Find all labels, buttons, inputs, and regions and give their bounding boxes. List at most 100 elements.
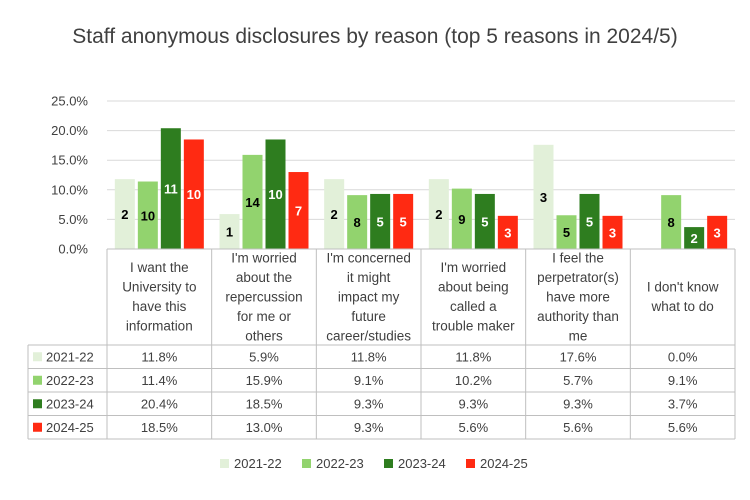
data-label: 5 (481, 214, 488, 229)
bar (288, 172, 309, 249)
row-series-name: 2024-25 (46, 420, 94, 435)
bar (556, 215, 577, 249)
legend-key (33, 422, 42, 432)
table-cell: 18.5% (246, 396, 283, 411)
data-label: 3 (504, 225, 511, 240)
legend-swatch (466, 459, 475, 468)
table-cell: 20.4% (141, 396, 178, 411)
table-cell: 9.3% (354, 420, 384, 435)
category-label: I'm worried about the repercussion for me o… (225, 250, 302, 343)
data-label: 9 (458, 212, 465, 227)
bar (661, 195, 682, 249)
data-label: 3 (714, 225, 721, 240)
table-cell: 5.9% (249, 349, 279, 364)
legend-swatch (302, 459, 311, 468)
bar (497, 215, 518, 249)
bar (219, 214, 240, 249)
table-cell: 9.3% (563, 396, 593, 411)
bar (137, 181, 158, 249)
table-cell: 15.9% (246, 373, 283, 388)
bar (474, 193, 495, 249)
y-axis: 0.0% 5.0% 10.0% 15.0% 20.0% 25.0% (51, 94, 88, 257)
table-cell: 11.8% (351, 349, 387, 364)
bar (707, 215, 728, 249)
data-label: 10 (187, 187, 201, 202)
data-label: 7 (295, 204, 302, 219)
table-cell: 11.8% (455, 349, 491, 364)
table-cell: 5.6% (459, 420, 489, 435)
data-label: 5 (400, 214, 407, 229)
data-label: 2 (121, 207, 128, 222)
row-series-name: 2021-22 (46, 349, 94, 364)
table-cell: 0.0% (668, 349, 698, 364)
data-label: 1 (226, 225, 233, 240)
y-tick-label: 20.0% (51, 123, 88, 138)
table-cell: 13.0% (246, 420, 283, 435)
category-label: I don't know what to do (647, 280, 719, 315)
data-label: 10 (268, 187, 282, 202)
data-label: 5 (377, 214, 384, 229)
data-label: 8 (668, 215, 675, 230)
bar (242, 154, 263, 249)
category-label: I'm concerned it might impact my future care… (326, 250, 411, 343)
data-label: 5 (586, 214, 593, 229)
data-label: 2 (435, 207, 442, 222)
data-label: 5 (563, 225, 570, 240)
legend-label: 2023-24 (398, 456, 446, 471)
y-tick-label: 15.0% (51, 153, 88, 168)
legend-key (33, 352, 42, 362)
data-label: 3 (609, 225, 616, 240)
bar (579, 193, 600, 249)
table-cell: 9.3% (459, 396, 489, 411)
legend-label: 2024-25 (480, 456, 528, 471)
data-label: 3 (540, 190, 547, 205)
bar (451, 188, 472, 249)
data-label: 10 (141, 208, 155, 223)
data-label: 14 (245, 195, 260, 210)
bar (393, 193, 414, 249)
data-table: I want the University to have this informat… (27, 248, 736, 440)
y-tick-label: 25.0% (51, 94, 88, 109)
data-label: 2 (691, 231, 698, 246)
bar (602, 215, 623, 249)
bar (370, 193, 391, 249)
legend-label: 2021-22 (234, 456, 282, 471)
data-label: 2 (331, 207, 338, 222)
row-series-name: 2023-24 (46, 396, 94, 411)
category-label: I'm worried about being called a trouble ma… (432, 260, 515, 334)
table-cell: 11.4% (141, 373, 177, 388)
table-cell: 9.1% (354, 373, 384, 388)
data-labels: 2 1 2 2 3 10 14 8 9 5 8 11 10 5 5 5 2 10 7 5 3 3 3 (121, 182, 721, 246)
table-cell: 5.6% (668, 420, 698, 435)
bar (428, 179, 449, 249)
bar (160, 128, 181, 249)
bar (347, 195, 368, 249)
bar (533, 144, 554, 249)
row-series-name: 2022-23 (46, 373, 94, 388)
table-cell: 5.7% (563, 373, 593, 388)
table-cell: 17.6% (560, 349, 597, 364)
legend-label: 2022-23 (316, 456, 364, 471)
table-cell: 18.5% (141, 420, 178, 435)
legend: 2021-22 2022-23 2023-24 2024-25 (220, 456, 528, 471)
table-cell: 9.1% (668, 373, 698, 388)
bar (684, 227, 705, 249)
bar (265, 139, 286, 249)
chart-title: Staff anonymous disclosures by reason (t… (72, 25, 678, 48)
legend-key (33, 375, 42, 385)
table-cell: 5.6% (563, 420, 593, 435)
legend-key (33, 399, 42, 409)
bar (183, 139, 204, 249)
legend-swatch (220, 459, 229, 468)
table-cell: 9.3% (354, 396, 384, 411)
legend-swatch (384, 459, 393, 468)
table-cell: 3.7% (668, 396, 698, 411)
bars (114, 128, 728, 249)
table-cell: 10.2% (455, 373, 492, 388)
category-label: I want the University to have this informat… (122, 260, 196, 334)
data-label: 8 (354, 215, 361, 230)
bar (324, 179, 345, 249)
category-label: I feel the perpetrator(s) have more authori… (537, 250, 619, 343)
data-label: 11 (164, 182, 178, 197)
